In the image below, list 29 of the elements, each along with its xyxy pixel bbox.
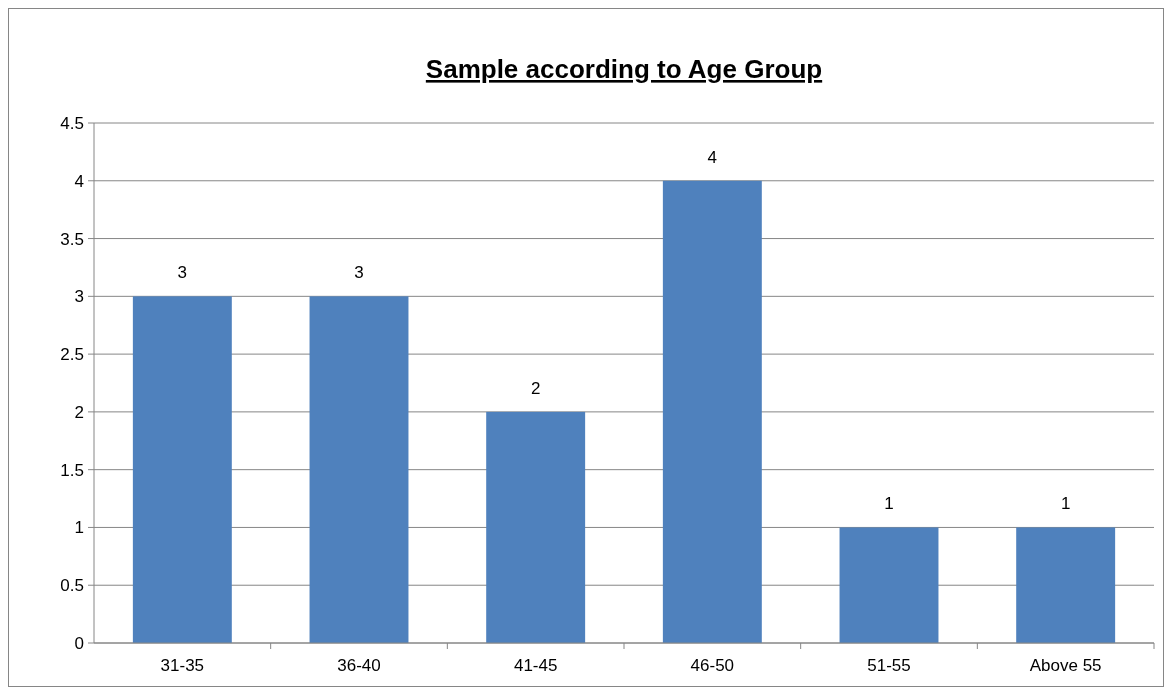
- x-tick-label: 46-50: [690, 656, 735, 675]
- bar: [486, 411, 586, 643]
- y-tick-label: 0.5: [60, 576, 84, 596]
- y-tick-label: 1: [74, 518, 84, 538]
- y-tick-label: 1.5: [60, 460, 84, 480]
- x-tick-label: 51-55: [867, 656, 911, 675]
- y-tick-label: 2.5: [60, 345, 84, 365]
- chart-title: Sample according to Age Group: [425, 54, 823, 84]
- bar: [309, 296, 409, 643]
- x-tick-label: 36-40: [337, 656, 381, 675]
- data-label: 3: [177, 263, 188, 283]
- y-tick-label: 4.5: [60, 113, 84, 133]
- x-tick-label: 41-45: [513, 656, 558, 675]
- x-tick-label: Above 55: [1029, 656, 1102, 675]
- y-tick-label: 0: [74, 633, 84, 653]
- y-tick-label: 3: [74, 287, 84, 307]
- data-label: 4: [707, 147, 718, 167]
- data-label: 1: [884, 494, 894, 514]
- y-tick-label: 2: [74, 402, 84, 422]
- y-tick-label: 4: [74, 171, 84, 191]
- data-label: 3: [354, 263, 364, 283]
- data-label: 1: [1060, 494, 1071, 514]
- bar: [132, 296, 232, 643]
- bar: [839, 527, 939, 643]
- bar: [662, 180, 762, 643]
- data-label: 2: [530, 378, 541, 398]
- bar: [1016, 527, 1116, 643]
- x-tick-label: 31-35: [160, 656, 205, 675]
- y-tick-label: 3.5: [60, 229, 84, 249]
